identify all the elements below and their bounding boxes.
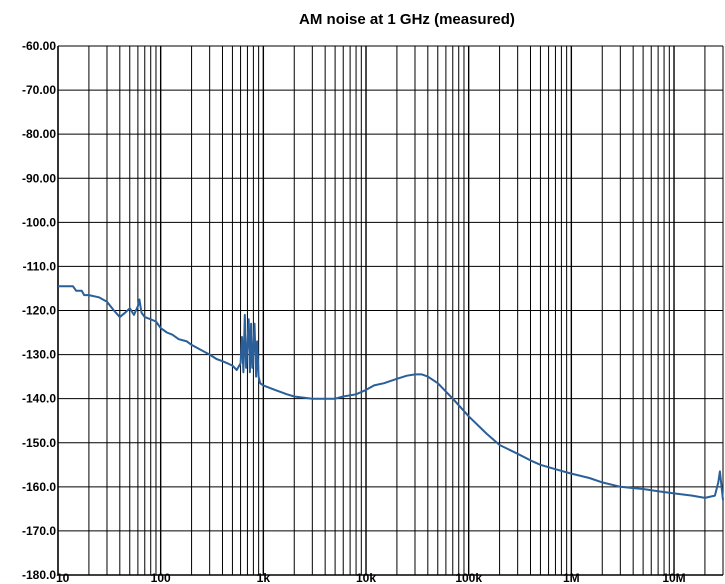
x-tick-label: 10M [662,571,685,584]
series-line [58,285,724,501]
y-tick-label: -150.0 [22,436,56,450]
x-tick-label: 1k [257,571,271,584]
y-tick-label: -140.0 [22,392,56,406]
y-tick-label: -70.00 [22,83,56,97]
y-tick-label: -130.0 [22,348,56,362]
chart-title: AM noise at 1 GHz (measured) [299,11,515,28]
y-tick-label: -120.0 [22,304,56,318]
axes [57,46,723,576]
x-tick-label: 100 [151,571,171,584]
y-tick-label: -110.0 [23,259,57,273]
tick-labels: -60.00 -70.00 -80.00 -90.00 -100.0 -110.0 -120… [22,39,686,584]
x-tick-label: 10 [56,571,70,584]
y-tick-label: -170.0 [22,524,56,538]
y-tick-label: -60.00 [22,39,56,53]
y-tick-label: -80.00 [22,127,56,141]
x-tick-label: 1M [563,571,580,584]
y-tick-label: -180.0 [22,568,56,582]
y-tick-label: -90.00 [22,171,56,185]
x-tick-label: 10k [356,571,376,584]
x-tick-label: 100k [455,571,482,584]
y-tick-label: -100.0 [22,215,56,229]
y-tick-label: -160.0 [22,480,56,494]
series-layer [58,285,724,501]
grid [58,45,724,576]
